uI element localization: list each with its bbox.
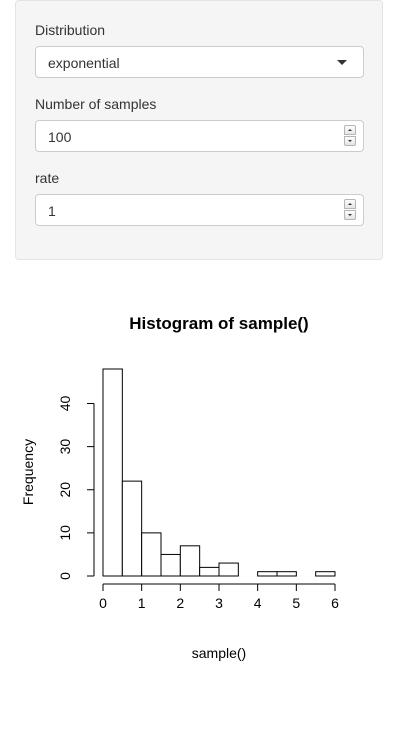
x-tick-label: 2 (176, 595, 184, 611)
increment-button[interactable] (344, 125, 356, 135)
distribution-select[interactable]: exponential (35, 46, 364, 78)
chart-title: Histogram of sample() (129, 314, 308, 333)
chevron-down-icon (337, 60, 347, 65)
y-axis-label: Frequency (20, 439, 36, 505)
y-axis: 0 10 20 30 40 (57, 396, 95, 580)
x-axis-label: sample() (192, 645, 246, 661)
distribution-label: Distribution (35, 22, 106, 38)
distribution-value: exponential (48, 55, 120, 71)
x-tick-label: 6 (331, 595, 339, 611)
increment-button[interactable] (344, 199, 356, 209)
histogram-bar (257, 571, 278, 577)
arrow-down-icon (348, 140, 352, 142)
num-samples-stepper[interactable] (344, 125, 358, 147)
decrement-button[interactable] (344, 210, 356, 220)
x-tick-label: 0 (99, 595, 107, 611)
bars-group (102, 368, 336, 577)
histogram-bar (141, 532, 162, 577)
arrow-up-icon (348, 129, 352, 131)
y-tick-label: 40 (57, 396, 73, 412)
histogram-bar (102, 368, 123, 577)
arrow-up-icon (348, 203, 352, 205)
x-tick-label: 5 (292, 595, 300, 611)
y-tick-label: 20 (57, 482, 73, 498)
decrement-button[interactable] (344, 136, 356, 146)
num-samples-value: 100 (48, 129, 72, 145)
arrow-down-icon (348, 214, 352, 216)
histogram-bar (160, 553, 181, 577)
histogram-bar (315, 571, 336, 577)
x-tick-label: 4 (254, 595, 262, 611)
y-tick-label: 10 (57, 525, 73, 541)
x-axis: 0 1 2 3 4 5 6 (99, 583, 339, 611)
histogram-bar (199, 566, 220, 577)
num-samples-label: Number of samples (35, 96, 157, 112)
histogram-bar (218, 562, 239, 577)
histogram-bar (276, 571, 297, 577)
x-tick-label: 3 (215, 595, 223, 611)
num-samples-input[interactable]: 100 (35, 120, 364, 152)
x-tick-label: 1 (138, 595, 146, 611)
rate-stepper[interactable] (344, 199, 358, 221)
y-tick-label: 0 (57, 572, 73, 580)
y-tick-label: 30 (57, 439, 73, 455)
histogram-bar (179, 545, 201, 577)
rate-input[interactable]: 1 (35, 194, 364, 226)
histogram-bar (121, 480, 143, 577)
rate-value: 1 (48, 203, 56, 219)
rate-label: rate (35, 170, 60, 186)
sidebar-panel: Distribution exponential Number of sampl… (15, 0, 383, 260)
